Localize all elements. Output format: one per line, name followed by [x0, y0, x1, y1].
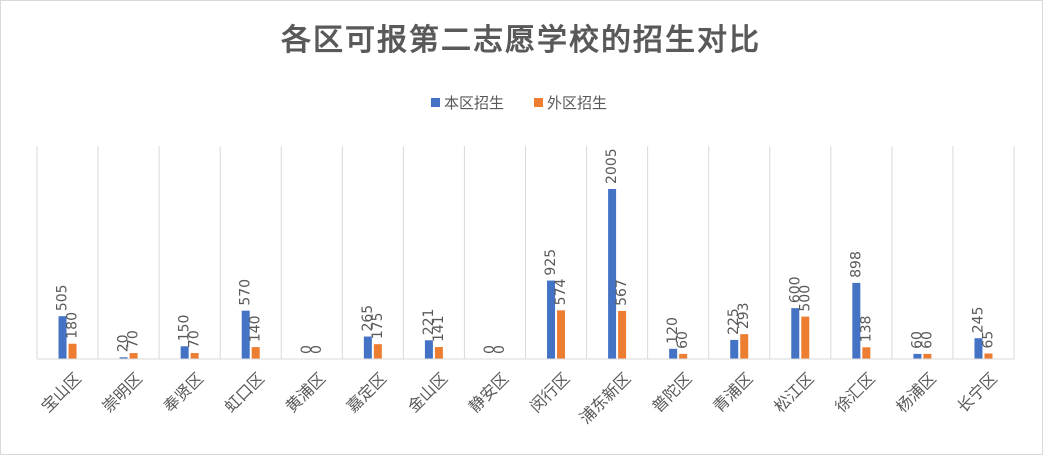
legend: 本区招生 外区招生: [431, 94, 607, 112]
data-label: 570: [238, 279, 254, 306]
data-label: 70: [187, 330, 203, 348]
bar-other: [190, 353, 199, 359]
data-label: 2005: [604, 148, 620, 184]
data-label: 65: [980, 331, 996, 349]
bar-local: [119, 357, 128, 359]
data-label: 925: [543, 249, 559, 276]
data-label: 225: [726, 308, 742, 335]
category-label: 静安区: [465, 369, 512, 416]
category-separators: [36, 146, 1015, 359]
bar-other: [129, 353, 138, 359]
data-label: 20: [116, 334, 132, 352]
bar-local: [974, 338, 983, 359]
data-label: 60: [919, 331, 935, 349]
data-label: 600: [787, 276, 803, 303]
category-label: 青浦区: [709, 369, 756, 416]
bar-local: [180, 346, 189, 359]
bar-other: [373, 344, 382, 359]
data-label: 293: [736, 302, 752, 329]
category-label: 长宁区: [953, 369, 1000, 416]
data-label: 0: [299, 345, 315, 354]
bar-local: [241, 310, 250, 359]
legend-label: 外区招生: [547, 94, 607, 112]
data-label: 70: [126, 330, 142, 348]
data-label: 140: [248, 315, 264, 342]
bar-other: [618, 310, 627, 359]
bar-local: [791, 308, 800, 359]
data-label: 0: [492, 345, 508, 354]
category-label: 奉贤区: [160, 369, 207, 416]
bars: [58, 189, 993, 359]
data-label: 245: [970, 306, 986, 333]
category-label: 闵行区: [526, 369, 573, 416]
bar-local: [730, 339, 739, 359]
bar-other: [557, 310, 566, 359]
data-label: 180: [65, 312, 81, 339]
bar-other: [801, 316, 810, 359]
bar-local: [852, 282, 861, 359]
category-label: 虹口区: [221, 369, 268, 416]
bar-other: [251, 347, 260, 359]
category-label: 金山区: [404, 369, 451, 416]
data-label: 138: [858, 316, 874, 343]
category-label: 普陀区: [648, 369, 695, 416]
category-label: 浦东新区: [576, 369, 635, 428]
bar-other: [68, 343, 77, 359]
category-label: 徐汇区: [831, 369, 878, 416]
category-label: 松江区: [770, 369, 817, 416]
chart-title: 各区可报第二志愿学校的招生对比: [280, 23, 761, 58]
bar-local: [608, 189, 617, 359]
data-label: 574: [553, 279, 569, 306]
data-label: 141: [431, 315, 447, 342]
data-label: 175: [370, 312, 386, 339]
bar-local: [547, 280, 556, 359]
bar-local: [913, 353, 922, 359]
bar-local: [424, 340, 433, 359]
legend-swatch: [431, 98, 440, 107]
bar-other: [862, 347, 871, 359]
bar-other: [984, 353, 993, 359]
category-labels: 宝山区 崇明区 奉贤区 虹口区 黄浦区 嘉定区 金山区 静安区 闵行区 浦东新区 普陀区 青浦区 松江区…: [37, 369, 1000, 428]
bar-other: [923, 353, 932, 359]
category-label: 崇明区: [99, 369, 146, 416]
category-label: 黄浦区: [282, 369, 329, 416]
data-label: 221: [421, 309, 437, 336]
bar-local: [363, 336, 372, 359]
bar-other: [740, 334, 749, 359]
category-label: 杨浦区: [892, 369, 939, 416]
data-label: 60: [909, 331, 925, 349]
category-label: 嘉定区: [343, 369, 390, 416]
data-label: 505: [55, 284, 71, 311]
data-label: 567: [614, 279, 630, 306]
data-label: 60: [675, 331, 691, 349]
data-label: 898: [848, 251, 864, 278]
data-label: 120: [665, 317, 681, 344]
data-label: 500: [797, 285, 813, 312]
category-label: 宝山区: [37, 369, 84, 416]
data-label: 265: [360, 305, 376, 332]
bar-other: [434, 347, 443, 359]
legend-label: 本区招生: [444, 94, 504, 112]
data-label: 0: [482, 345, 498, 354]
bar-other: [679, 353, 688, 359]
legend-swatch: [534, 98, 543, 107]
bar-local: [58, 316, 67, 359]
bar-local: [669, 348, 678, 359]
data-label: 150: [177, 315, 193, 342]
data-label: 0: [309, 345, 325, 354]
